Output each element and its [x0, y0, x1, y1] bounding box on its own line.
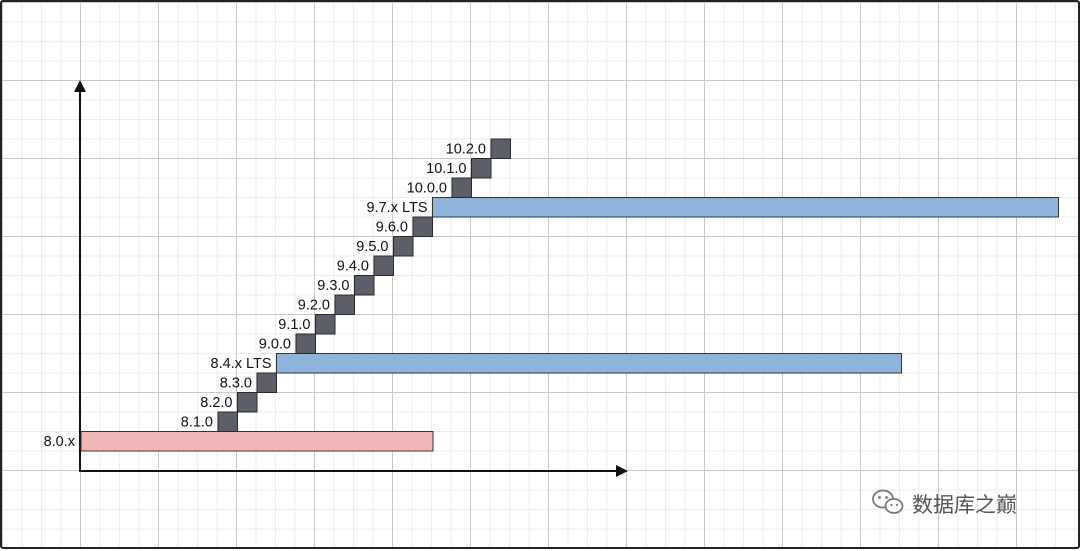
release-label: 9.4.0: [337, 259, 369, 275]
release-label: 8.4.x LTS: [211, 356, 272, 372]
release-label: 10.1.0: [426, 161, 466, 177]
release-step: [393, 236, 414, 257]
watermark: 数据库之巅: [872, 489, 1017, 517]
release-label: 8.1.0: [181, 415, 213, 431]
release-step: [354, 275, 375, 296]
release-step: [237, 392, 258, 413]
release-label: 9.0.0: [259, 337, 291, 353]
release-label: 10.0.0: [407, 181, 447, 197]
release-step: [315, 314, 336, 335]
wechat-icon: [872, 489, 904, 514]
lts-bar: [276, 353, 902, 374]
release-label: 9.6.0: [376, 220, 408, 236]
release-label: 9.2.0: [298, 298, 330, 314]
release-label: 9.7.x LTS: [367, 200, 428, 216]
release-label: 8.2.0: [200, 395, 232, 411]
release-step: [451, 177, 472, 198]
release-step: [256, 372, 277, 393]
release-label: 10.2.0: [446, 142, 486, 158]
base-release-label: 8.0.x: [44, 434, 76, 450]
lts-bar: [432, 197, 1059, 218]
release-step: [373, 255, 394, 276]
release-label: 9.5.0: [356, 239, 388, 255]
release-step: [295, 333, 316, 354]
release-step: [217, 411, 238, 432]
release-step: [412, 216, 433, 237]
release-step: [471, 158, 492, 179]
release-step: [334, 294, 355, 315]
release-label: 9.1.0: [278, 317, 310, 333]
release-label: 8.3.0: [220, 376, 252, 392]
release-step: [490, 138, 511, 159]
base-release-bar: [80, 431, 434, 452]
release-label: 9.3.0: [317, 278, 349, 294]
watermark-text: 数据库之巅: [912, 493, 1017, 517]
